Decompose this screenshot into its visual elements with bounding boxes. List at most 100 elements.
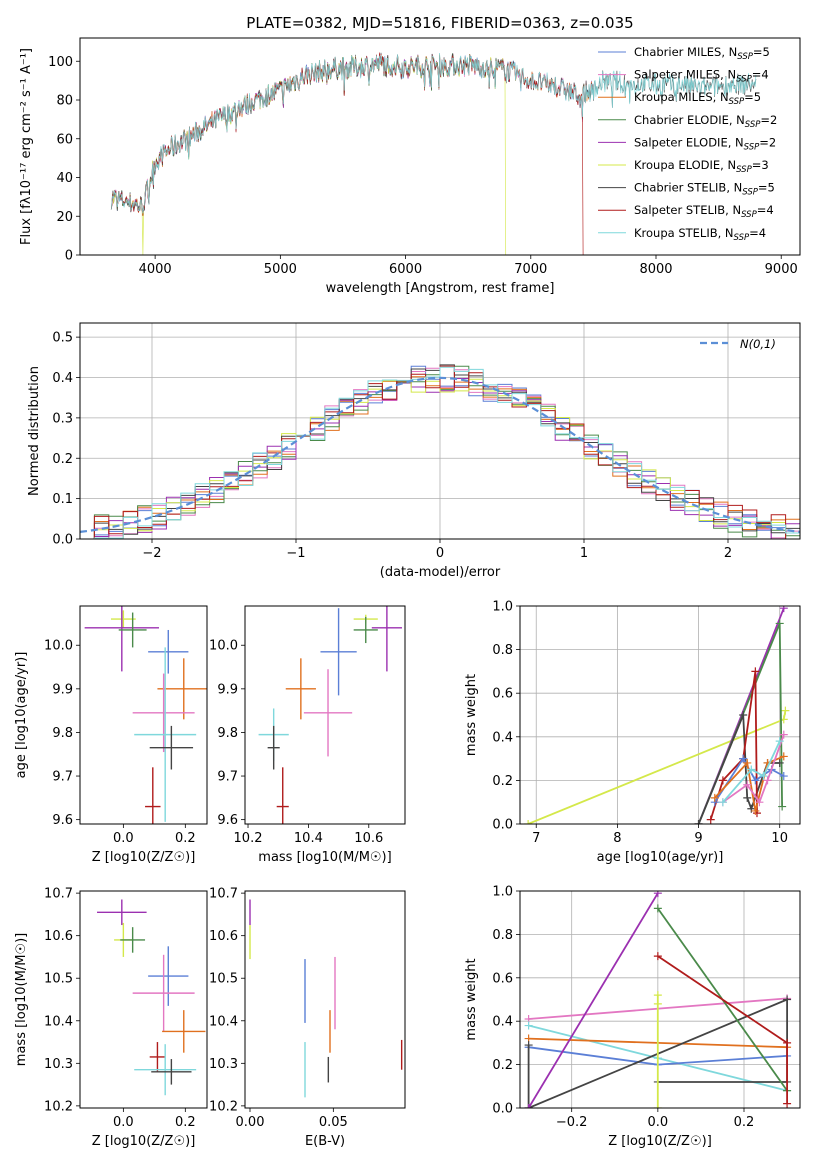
x-tick-label: 10.2 [234, 831, 263, 846]
spectrum-line [110, 53, 507, 214]
legend-label: Kroupa STELIB, NSSP=4 [634, 226, 766, 243]
x-tick-label: 6000 [389, 262, 422, 277]
y-tick-label: 10.0 [209, 639, 238, 654]
legend-eq: =2 [760, 113, 777, 127]
y-tick-label: 10.3 [209, 1057, 238, 1072]
data-marker [524, 1104, 533, 1108]
massweight-line [527, 892, 659, 1108]
legend-subscript: SSP [742, 188, 758, 198]
legend-label: Salpeter STELIB, NSSP=4 [634, 203, 774, 220]
x-axis-label: E(B-V) [305, 1134, 345, 1149]
y-tick-label: 9.8 [52, 726, 73, 741]
plot-area [258, 606, 402, 824]
y-tick-label: 10.6 [44, 929, 73, 944]
y-axis-label: Flux [fλ10⁻¹⁷ erg cm⁻² s⁻¹ A⁻¹] [19, 48, 34, 245]
legend-eq: =4 [757, 203, 774, 217]
legend-label: Kroupa ELODIE, NSSP=3 [634, 158, 769, 175]
data-marker [775, 619, 784, 628]
mass-vs-ebv-panel: 0.00 0.05 10.2 10.3 10.4 10.5 10.6 10.7 E(B-V) [209, 887, 406, 1149]
legend-label: Salpeter MILES, NSSP=4 [634, 68, 769, 85]
x-tick-label: 8 [613, 831, 621, 846]
data-marker [653, 991, 662, 1000]
y-tick-label: 0.4 [52, 371, 73, 386]
x-tick-label: 0.2 [175, 831, 196, 846]
axes-frame [519, 890, 801, 1109]
residuals-panel: −2 −1 0 1 2 0.0 0.1 0.2 0.3 0.4 0.5 (data-model)/er… [27, 322, 801, 580]
age-vs-mass-panel: 10.2 10.4 10.6 9.6 9.7 9.8 9.9 10.0 mass [log10(… [209, 605, 406, 865]
y-tick-label: 0.2 [492, 774, 513, 789]
y-tick-label: 9.9 [217, 682, 238, 697]
y-tick-label: 10.7 [209, 887, 238, 902]
data-marker [718, 798, 727, 807]
y-tick-label: 0.0 [492, 818, 513, 833]
y-tick-label: 0.6 [492, 687, 513, 702]
legend-text: Salpeter MILES, N [634, 68, 736, 82]
y-tick-label: 0.8 [492, 643, 513, 658]
y-tick-label: 9.6 [52, 813, 73, 828]
legend-eq: =5 [758, 181, 775, 195]
y-axis-label: mass weight [464, 958, 479, 1040]
axes-frame [244, 890, 406, 1109]
data-marker [653, 904, 662, 913]
mass-vs-metallicity-panel: 0.0 0.2 10.2 10.3 10.4 10.5 10.6 10.7 Z [log10(Z… [14, 887, 208, 1149]
y-tick-label: 9.6 [217, 813, 238, 828]
y-tick-label: 10.7 [44, 887, 73, 902]
plot-area [520, 606, 800, 824]
y-tick-label: 10.0 [44, 639, 73, 654]
data-marker [759, 772, 768, 781]
x-tick-label: 7000 [514, 262, 547, 277]
data-marker [779, 730, 788, 739]
data-marker [778, 802, 787, 811]
data-marker [752, 809, 761, 818]
legend-subscript: SSP [734, 233, 750, 243]
axes-frame [79, 37, 801, 256]
axes-frame [244, 605, 406, 825]
massweight-vs-age-panel: 7 8 9 10 0.0 0.2 0.4 0.6 0.8 1.0 age [log10(age/yr… [464, 600, 801, 865]
x-tick-label: −2 [142, 546, 161, 561]
x-tick-label: 0.2 [175, 1115, 196, 1130]
figure-title: PLATE=0382, MJD=51816, FIBERID=0363, z=0… [246, 14, 633, 32]
data-marker [653, 891, 662, 898]
y-tick-label: 9.8 [217, 726, 238, 741]
x-tick-label: 10.6 [354, 831, 383, 846]
y-tick-label: 0.3 [52, 411, 73, 426]
x-tick-label: 4000 [139, 262, 172, 277]
plot-area [249, 899, 403, 1098]
y-tick-label: 10.2 [209, 1099, 238, 1114]
data-marker [706, 815, 715, 824]
x-axis-label: mass [log10(M/M☉)] [258, 850, 391, 865]
x-tick-label: 9 [694, 831, 702, 846]
legend-label: Chabrier ELODIE, NSSP=2 [634, 113, 777, 130]
data-marker [783, 1099, 792, 1108]
data-marker [710, 793, 719, 802]
y-tick-label: 9.7 [52, 770, 73, 785]
axes-frame [519, 605, 801, 825]
massweight-line [697, 714, 780, 824]
legend-label: Chabrier STELIB, NSSP=5 [634, 181, 775, 198]
age-vs-metallicity-panel: 0.0 0.2 9.6 9.7 9.8 9.9 10.0 Z [log10(Z/Z☉)] age… [14, 605, 208, 865]
spectrum-line [110, 53, 507, 255]
data-marker [779, 606, 788, 613]
legend-subscript: SSP [741, 210, 757, 220]
x-tick-label: −0.2 [556, 1115, 588, 1130]
y-tick-label: 60 [56, 132, 73, 147]
data-marker [747, 804, 756, 813]
x-tick-label: 0.05 [319, 1115, 348, 1130]
data-marker [775, 758, 784, 767]
data-marker [524, 1021, 533, 1030]
massweight-line [722, 740, 781, 803]
data-marker [751, 667, 760, 676]
axes-frame [79, 605, 208, 825]
data-marker [755, 798, 764, 807]
legend-text: Salpeter STELIB, N [634, 203, 741, 217]
y-tick-label: 9.9 [52, 682, 73, 697]
legend-text: Kroupa ELODIE, N [634, 158, 736, 172]
x-axis-label: age [log10(age/yr)] [597, 850, 724, 865]
x-tick-label: 5000 [264, 262, 297, 277]
y-tick-label: 10.5 [44, 972, 73, 987]
plot-area [520, 891, 800, 1108]
y-tick-label: 20 [56, 210, 73, 225]
y-tick-label: 0.4 [492, 1015, 513, 1030]
axes-frame [79, 322, 801, 540]
legend-text: Salpeter ELODIE, N [634, 135, 744, 149]
